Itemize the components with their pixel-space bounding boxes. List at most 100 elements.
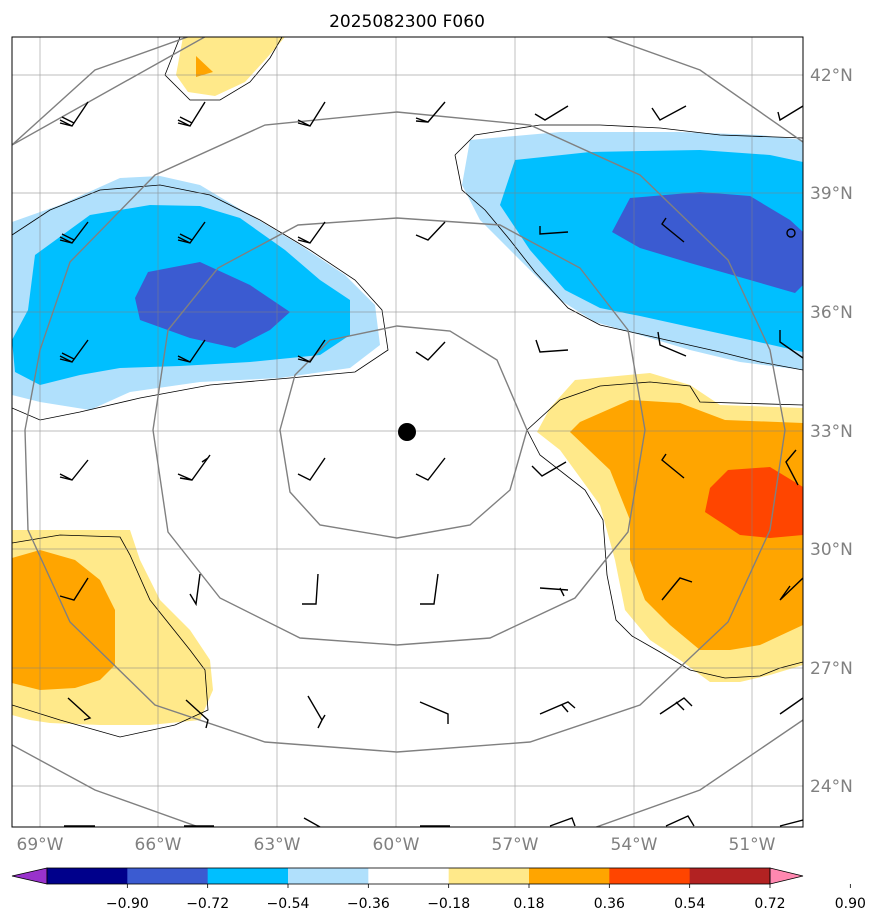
lat-label: 27°N xyxy=(810,659,853,679)
contour-east xyxy=(454,124,803,371)
wind-barb xyxy=(297,339,326,363)
colorbar-swatch xyxy=(689,868,771,884)
wind-barb xyxy=(420,573,439,605)
colorbar-outline xyxy=(46,867,771,885)
wind-barb xyxy=(661,577,693,601)
lon-label: 54°W xyxy=(611,835,658,855)
lat-labels: 42°N 39°N 36°N 33°N 30°N 27°N 24°N xyxy=(810,66,853,797)
calm-wind-circle xyxy=(786,228,796,238)
colorbar-label: −0.54 xyxy=(267,896,310,912)
wind-barb xyxy=(651,105,687,121)
wind-barb xyxy=(303,817,321,827)
fill-east-red-orange xyxy=(705,467,803,538)
storm-center-marker xyxy=(398,423,416,441)
contour-southwest xyxy=(12,534,209,738)
colorbar-swatch xyxy=(529,868,610,884)
wind-barb xyxy=(779,819,803,827)
map-frame xyxy=(11,36,804,828)
colorbar-label: 0.54 xyxy=(674,896,705,912)
range-ring-1 xyxy=(279,325,528,539)
colorbar-label: −0.36 xyxy=(347,896,390,912)
colorbar-label: −0.18 xyxy=(427,896,470,912)
wind-barb xyxy=(659,697,693,715)
lat-label: 42°N xyxy=(810,66,853,86)
wind-barb xyxy=(177,221,206,244)
contour-west xyxy=(12,184,389,421)
wind-barb xyxy=(549,817,576,827)
wind-barb xyxy=(539,226,569,235)
wind-barb xyxy=(779,330,803,359)
wind-barb xyxy=(539,701,576,715)
wind-barbs xyxy=(59,101,803,827)
wind-barb xyxy=(779,697,803,715)
wind-barb xyxy=(59,101,89,127)
wind-barb xyxy=(297,457,326,481)
wind-barb xyxy=(59,221,89,244)
wind-barb xyxy=(534,105,569,121)
range-ring-3 xyxy=(24,111,786,753)
colorbar-swatch xyxy=(368,868,450,884)
wind-barb xyxy=(59,339,89,363)
colorbar-label: −0.72 xyxy=(186,896,229,912)
map-title: 2025082300 F060 xyxy=(329,12,485,32)
wind-barb xyxy=(177,339,206,363)
wind-barb xyxy=(657,331,687,357)
fill-north-light-yellow xyxy=(176,37,285,96)
wind-barb xyxy=(661,453,685,479)
fill-east-dark-blue xyxy=(612,192,803,293)
wind-barb xyxy=(779,577,803,601)
fill-north-orange xyxy=(196,56,213,77)
colorbar-swatch xyxy=(127,868,209,884)
colorbar-label: 0.18 xyxy=(513,896,544,912)
wind-barb xyxy=(419,701,449,724)
colorbar-label: 0.90 xyxy=(835,896,866,912)
wind-barb xyxy=(59,459,89,481)
lon-label: 60°W xyxy=(373,835,420,855)
wind-barb xyxy=(785,449,799,486)
range-rings xyxy=(12,37,803,827)
colorbar-label: −0.90 xyxy=(106,896,149,912)
lon-label: 69°W xyxy=(17,835,64,855)
wind-barb xyxy=(307,695,326,729)
range-ring-4 xyxy=(12,37,803,827)
lon-labels: 69°W 66°W 63°W 60°W 57°W 54°W 51°W xyxy=(17,835,776,855)
wind-barb xyxy=(535,339,569,353)
range-ring-2 xyxy=(152,217,646,646)
colorbar-extend-low xyxy=(11,867,48,885)
wind-barb xyxy=(665,815,695,827)
fill-east-orange xyxy=(570,400,803,650)
wind-barb xyxy=(177,101,206,127)
lat-label: 36°N xyxy=(810,303,853,323)
wind-barb xyxy=(177,454,211,481)
wind-barb xyxy=(531,461,567,477)
contour-east-warm xyxy=(526,381,803,679)
wind-barb xyxy=(302,573,319,605)
wind-barb xyxy=(189,573,201,607)
map-area xyxy=(12,37,803,827)
wind-barb xyxy=(415,221,446,241)
anomaly-fills xyxy=(12,37,803,725)
wind-barb xyxy=(415,101,446,123)
wind-barb xyxy=(661,217,685,243)
fill-southwest-orange xyxy=(12,550,115,690)
colorbar: −0.90 −0.72 −0.54 −0.36 −0.18 0.18 0.36 0.54 0.7… xyxy=(11,867,866,912)
lat-label: 39°N xyxy=(810,184,853,204)
graticule xyxy=(12,37,803,827)
colorbar-swatch xyxy=(207,868,289,884)
wind-barb xyxy=(297,101,326,127)
colorbar-swatch xyxy=(609,868,691,884)
wind-barb xyxy=(67,697,92,721)
colorbar-label: 0.72 xyxy=(754,896,785,912)
lat-label: 30°N xyxy=(810,540,853,560)
wind-barb xyxy=(185,699,209,729)
colorbar-swatch xyxy=(47,868,128,884)
colorbar-swatch xyxy=(288,868,369,884)
lon-label: 51°W xyxy=(729,835,776,855)
lon-label: 63°W xyxy=(254,835,301,855)
wind-barb xyxy=(415,341,446,361)
wind-barb xyxy=(59,577,89,601)
lat-label: 24°N xyxy=(810,777,853,797)
lon-label: 57°W xyxy=(492,835,539,855)
wind-barb xyxy=(777,105,803,122)
